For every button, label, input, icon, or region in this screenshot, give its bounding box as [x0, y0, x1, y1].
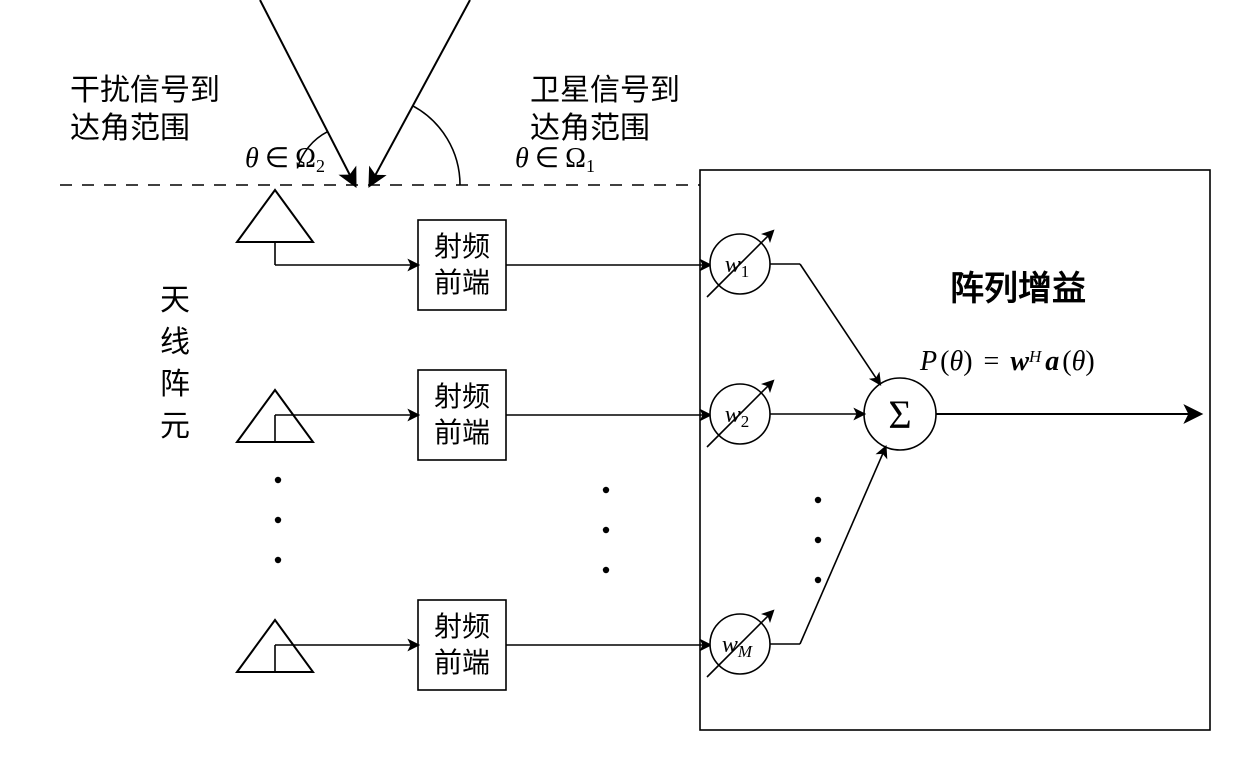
theta-omega-2: θ∈Ω2 — [245, 143, 325, 176]
weight-3-to-sigma — [800, 447, 886, 644]
vdots-1 — [275, 517, 281, 523]
gain-box — [700, 170, 1210, 730]
svg-text:θ∈Ω2: θ∈Ω2 — [245, 143, 325, 176]
rf-frontend-3-label-l1: 射频 — [434, 611, 490, 643]
gain-equation: P(θ) = wHa(θ) — [919, 346, 1095, 377]
rf-frontend-2-label-l1: 射频 — [434, 381, 490, 413]
satellite-label-l1: 卫星信号到 — [530, 74, 680, 107]
vdots-1 — [275, 557, 281, 563]
gain-title: 阵列增益 — [950, 270, 1086, 308]
rf-frontend-3-label-l2: 前端 — [434, 647, 490, 679]
satellite-label-l2: 达角范围 — [530, 112, 650, 145]
vdots-1 — [275, 477, 281, 483]
vdots-3 — [815, 497, 821, 503]
rf-frontend-2-label-l2: 前端 — [434, 417, 490, 449]
interference-label-l2: 达角范围 — [70, 112, 190, 145]
antenna-array-label: 天 — [160, 284, 190, 317]
antenna-array-label: 线 — [160, 326, 190, 359]
vdots-2 — [603, 487, 609, 493]
vdots-3 — [815, 537, 821, 543]
antenna-array-label: 阵 — [160, 368, 190, 401]
weight-1-to-sigma — [800, 264, 880, 384]
rf-frontend-1-label-l2: 前端 — [434, 267, 490, 299]
antenna-array-label: 元 — [160, 410, 190, 443]
sigma-icon: Σ — [888, 392, 911, 437]
theta1-arc — [412, 106, 460, 185]
svg-text:θ∈Ω1: θ∈Ω1 — [515, 143, 595, 176]
vdots-3 — [815, 577, 821, 583]
vdots-2 — [603, 527, 609, 533]
antenna-1-icon — [237, 190, 313, 242]
interference-label-l1: 干扰信号到 — [70, 74, 220, 107]
vdots-2 — [603, 567, 609, 573]
theta-omega-1: θ∈Ω1 — [515, 143, 595, 176]
beamforming-diagram: 干扰信号到达角范围卫星信号到达角范围θ∈Ω2θ∈Ω1天线阵元射频前端射频前端射频… — [0, 0, 1240, 763]
rf-frontend-1-label-l1: 射频 — [434, 231, 490, 263]
